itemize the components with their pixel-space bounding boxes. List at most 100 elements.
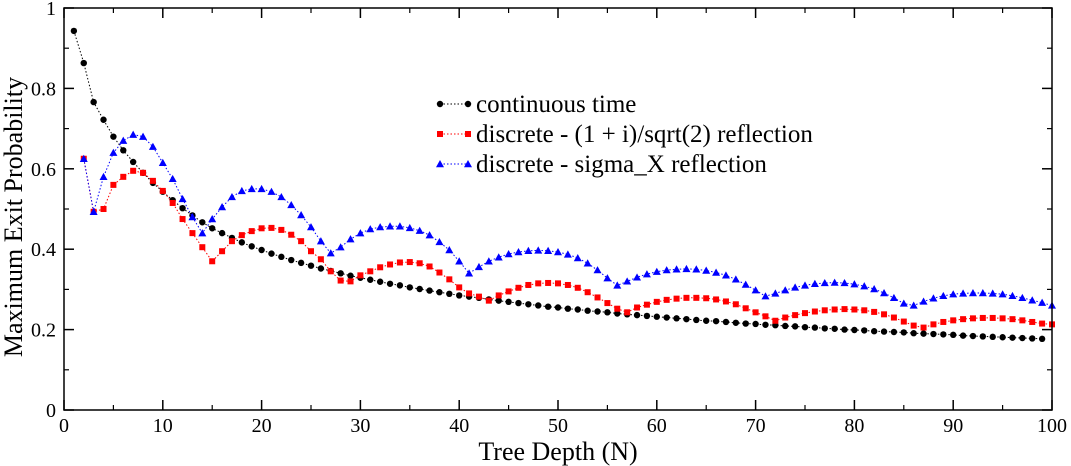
data-point [940, 331, 947, 338]
data-point [139, 132, 148, 140]
data-point [683, 315, 690, 323]
data-point [603, 274, 612, 282]
data-point [969, 332, 977, 340]
legend-marker [436, 160, 444, 168]
data-point [494, 253, 503, 261]
data-point [841, 326, 848, 333]
data-point [1028, 296, 1037, 304]
data-point [337, 270, 344, 277]
data-point [979, 333, 987, 340]
data-point [810, 279, 819, 287]
data-point [535, 302, 542, 309]
data-point [426, 263, 433, 270]
data-point [573, 254, 582, 262]
data-point [959, 332, 967, 339]
data-point [149, 177, 156, 184]
data-point [692, 265, 701, 273]
data-point [257, 184, 266, 193]
data-point [752, 309, 759, 316]
data-point [525, 281, 532, 288]
data-point [771, 289, 780, 297]
data-point [455, 257, 464, 265]
data-point [199, 219, 206, 226]
legend-marker [465, 131, 471, 137]
data-point [890, 328, 898, 336]
data-point [643, 301, 650, 308]
data-point [950, 317, 957, 324]
data-point [435, 237, 444, 246]
data-point [159, 187, 166, 194]
data-point [722, 298, 729, 305]
data-point [663, 296, 670, 303]
data-point [555, 280, 561, 287]
data-point [366, 225, 375, 233]
data-point [515, 299, 522, 307]
data-point [140, 169, 147, 176]
data-point [258, 246, 265, 254]
data-point [316, 237, 325, 245]
data-point [267, 187, 276, 195]
data-point [534, 246, 543, 254]
x-tick-label: 100 [1037, 415, 1067, 437]
data-point [129, 158, 137, 166]
data-point [989, 333, 996, 341]
data-point [732, 301, 739, 308]
data-point [337, 277, 344, 284]
data-point [376, 223, 385, 231]
data-point [752, 320, 759, 328]
data-point [495, 292, 502, 299]
data-point [209, 225, 216, 232]
data-point [889, 293, 898, 302]
data-point [614, 305, 621, 312]
data-point [356, 229, 365, 237]
data-point [960, 316, 967, 323]
data-point [741, 280, 750, 288]
data-point [386, 222, 395, 230]
data-point [762, 321, 769, 328]
data-point [564, 305, 572, 312]
data-point [504, 250, 513, 258]
data-point [426, 287, 433, 294]
data-point [386, 280, 394, 287]
data-point [939, 291, 948, 300]
data-point [1019, 334, 1026, 342]
x-tick-label: 60 [647, 415, 667, 437]
data-point [120, 173, 127, 180]
data-point [219, 248, 226, 255]
data-point [396, 259, 403, 266]
data-point [643, 312, 651, 320]
data-point [642, 270, 651, 278]
data-point [288, 256, 295, 264]
data-point [466, 290, 473, 297]
data-point [237, 186, 246, 195]
x-tick-label: 40 [449, 415, 469, 437]
data-point [584, 307, 591, 314]
x-tick-label: 10 [153, 415, 173, 437]
legend-marker [464, 160, 472, 168]
data-point [100, 206, 107, 212]
data-point [742, 320, 749, 327]
data-point [495, 297, 502, 304]
data-point [861, 307, 868, 314]
data-point [880, 289, 889, 297]
data-point [130, 167, 137, 174]
data-point [227, 192, 236, 201]
data-point [416, 285, 423, 293]
data-point [820, 278, 829, 287]
data-point [179, 204, 186, 212]
data-point [129, 130, 138, 138]
data-point [544, 303, 552, 310]
data-point [574, 306, 581, 313]
data-point [613, 281, 622, 289]
data-point [307, 262, 315, 269]
data-point [821, 307, 828, 314]
data-point [515, 284, 522, 291]
data-point [278, 226, 285, 233]
data-point [663, 314, 670, 321]
data-point [1039, 320, 1046, 327]
data-point [683, 294, 690, 301]
data-point [811, 308, 818, 315]
data-point [919, 297, 928, 305]
data-point [761, 292, 770, 300]
data-point [277, 192, 286, 201]
